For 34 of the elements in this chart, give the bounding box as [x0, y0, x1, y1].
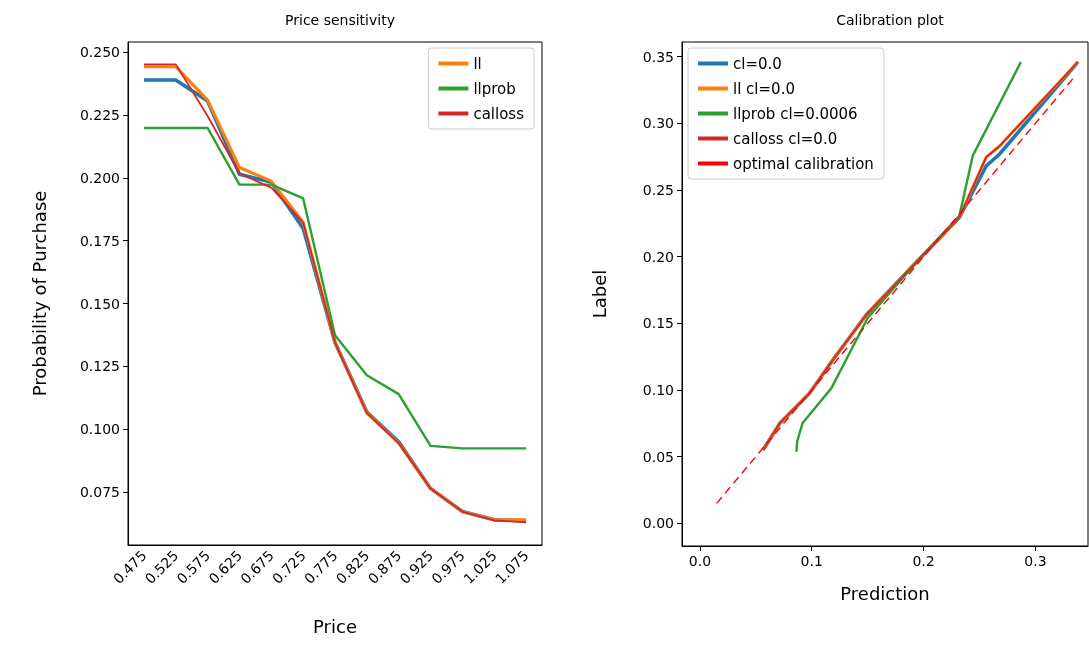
x-tick-label: 0.0 [688, 553, 712, 569]
x-axis-title: Prediction [840, 582, 930, 604]
y-tick-label: 0.10 [642, 382, 674, 398]
legend-label: optimal calibration [733, 154, 874, 173]
y-tick-label: 0.175 [79, 232, 120, 249]
legend-label: cl=0.0 [733, 54, 782, 73]
y-axis-title: Label [588, 269, 610, 319]
chart-title: Calibration plot [836, 12, 945, 28]
y-tick-label: 0.25 [642, 182, 674, 198]
legend-label: ll cl=0.0 [733, 79, 795, 98]
x-tick-label: 0.1 [800, 553, 823, 569]
y-tick-label: 0.250 [79, 44, 120, 61]
y-tick-label: 0.225 [79, 106, 120, 123]
y-tick-label: 0.05 [642, 448, 674, 465]
legend-label: llprob cl=0.0006 [733, 104, 858, 123]
y-tick-label: 0.00 [642, 515, 674, 532]
y-tick-label: 0.35 [642, 48, 674, 65]
y-tick-label: 0.150 [79, 295, 120, 312]
legend-label: calloss cl=0.0 [733, 129, 838, 148]
legend-label: calloss [473, 104, 525, 123]
x-tick-label: 0.3 [1024, 553, 1047, 569]
y-tick-label: 0.125 [79, 358, 120, 375]
y-tick-label: 0.15 [642, 315, 674, 332]
legend-label: llprob [473, 79, 516, 98]
y-tick-label: 0.075 [79, 484, 120, 501]
chart-title: Price sensitivity [285, 12, 395, 28]
x-axis-title: Price [313, 615, 357, 637]
y-tick-label: 0.200 [79, 169, 120, 186]
legend-label: ll [473, 54, 482, 73]
y-tick-label: 0.100 [79, 421, 120, 438]
y-tick-label: 0.20 [642, 248, 674, 265]
x-tick-label: 0.2 [912, 553, 935, 569]
y-tick-label: 0.30 [642, 115, 674, 132]
y-axis-title: Probability of Purchase [28, 190, 50, 397]
